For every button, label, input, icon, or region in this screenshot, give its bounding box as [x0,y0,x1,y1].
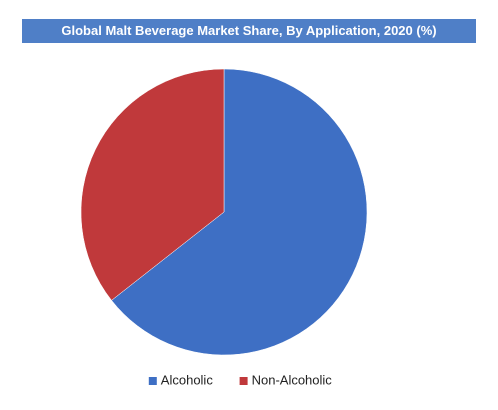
pie-slice [80,68,225,301]
legend-label: Alcoholic [161,372,214,387]
legend-label: Non-Alcoholic [252,372,333,387]
pie-slice [111,68,368,356]
legend-swatch [239,377,248,385]
legend-swatch [148,377,157,385]
title-banner [22,19,476,43]
chart-title: Global Malt Beverage Market Share, By Ap… [61,23,436,38]
